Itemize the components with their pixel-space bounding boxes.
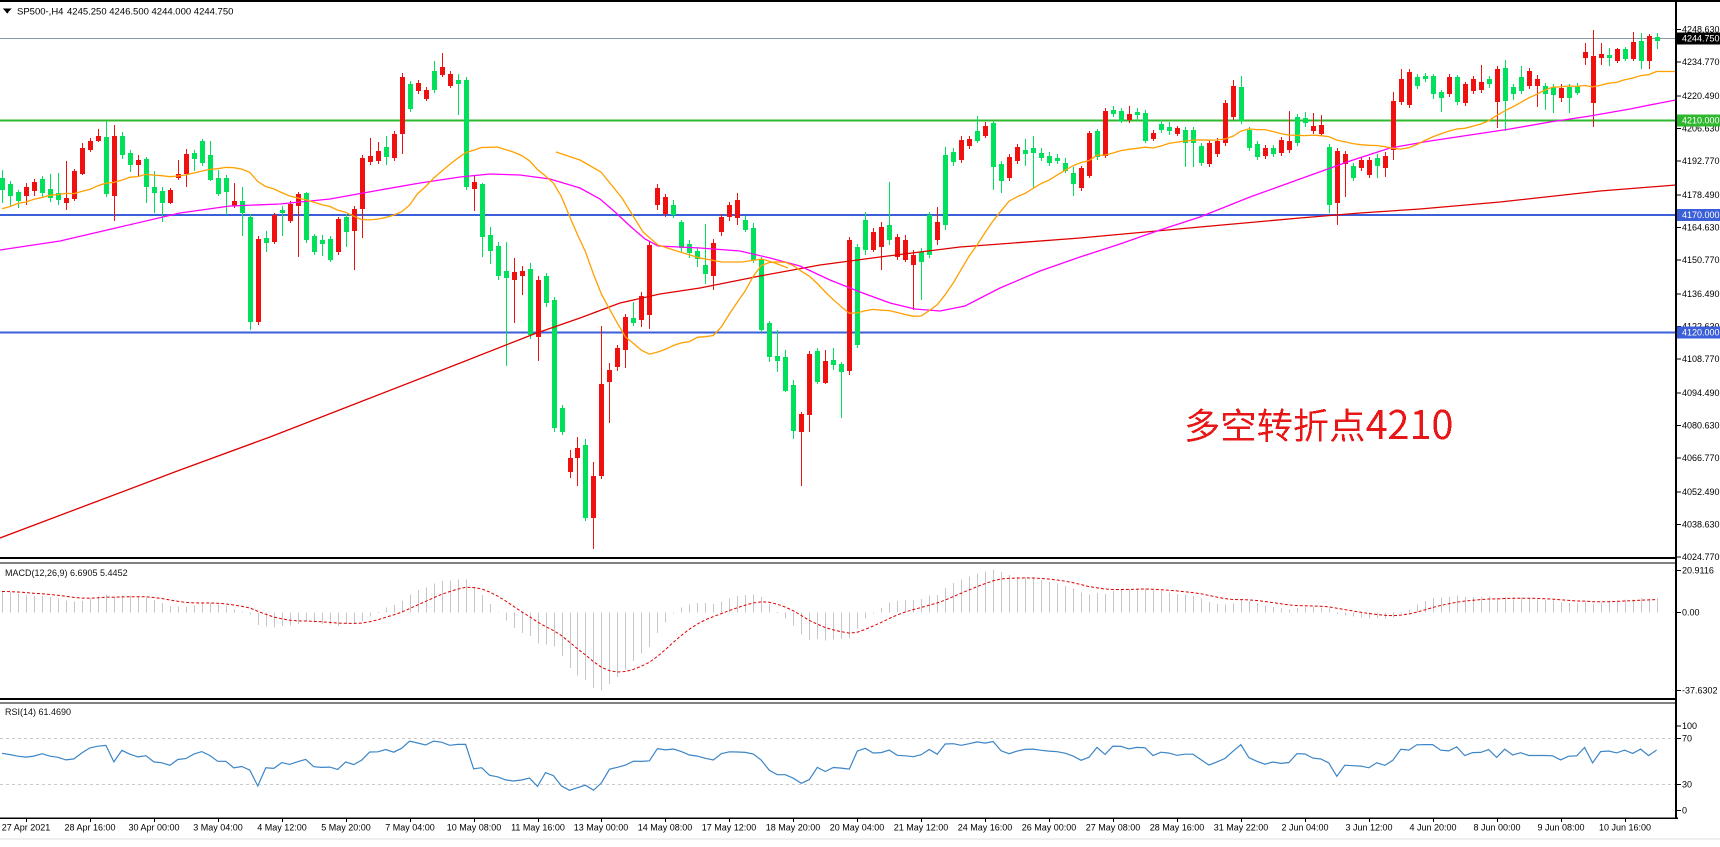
svg-text:4120.000: 4120.000 — [1682, 328, 1720, 338]
svg-text:-37.6302: -37.6302 — [1682, 686, 1718, 696]
svg-text:14 May 08:00: 14 May 08:00 — [638, 823, 693, 833]
svg-text:31 May 22:00: 31 May 22:00 — [1214, 823, 1269, 833]
svg-text:27 Apr 2021: 27 Apr 2021 — [2, 823, 51, 833]
svg-text:18 May 20:00: 18 May 20:00 — [766, 823, 821, 833]
svg-text:4038.630: 4038.630 — [1682, 519, 1720, 529]
svg-text:24 May 16:00: 24 May 16:00 — [958, 823, 1013, 833]
svg-text:0: 0 — [1682, 806, 1687, 816]
svg-text:4052.490: 4052.490 — [1682, 487, 1720, 497]
svg-text:100: 100 — [1682, 721, 1697, 731]
svg-text:21 May 12:00: 21 May 12:00 — [894, 823, 949, 833]
svg-text:70: 70 — [1682, 734, 1692, 744]
svg-text:0.00: 0.00 — [1682, 608, 1700, 618]
svg-text:3 May 04:00: 3 May 04:00 — [193, 823, 243, 833]
svg-text:20.9116: 20.9116 — [1682, 565, 1714, 575]
svg-text:4 Jun 20:00: 4 Jun 20:00 — [1409, 823, 1456, 833]
svg-text:4220.490: 4220.490 — [1682, 91, 1720, 101]
svg-text:4150.770: 4150.770 — [1682, 255, 1720, 265]
svg-text:SP500-,H4: SP500-,H4 — [17, 7, 63, 18]
svg-text:4080.630: 4080.630 — [1682, 420, 1720, 430]
svg-text:9 Jun 08:00: 9 Jun 08:00 — [1537, 823, 1584, 833]
svg-text:26 May 00:00: 26 May 00:00 — [1022, 823, 1077, 833]
svg-text:MACD(12,26,9) 6.6905 5.4452: MACD(12,26,9) 6.6905 5.4452 — [5, 568, 128, 578]
svg-text:4 May 12:00: 4 May 12:00 — [257, 823, 307, 833]
svg-text:8 Jun 00:00: 8 Jun 00:00 — [1473, 823, 1520, 833]
svg-text:4094.490: 4094.490 — [1682, 388, 1720, 398]
svg-text:4178.490: 4178.490 — [1682, 190, 1720, 200]
svg-text:4192.770: 4192.770 — [1682, 156, 1720, 166]
svg-text:4244.750: 4244.750 — [1682, 34, 1720, 44]
svg-text:4206.630: 4206.630 — [1682, 124, 1720, 134]
svg-text:20 May 04:00: 20 May 04:00 — [830, 823, 885, 833]
svg-text:4024.770: 4024.770 — [1682, 552, 1720, 562]
svg-text:27 May 08:00: 27 May 08:00 — [1086, 823, 1141, 833]
svg-text:11 May 16:00: 11 May 16:00 — [511, 823, 565, 833]
svg-text:28 May 16:00: 28 May 16:00 — [1150, 823, 1205, 833]
svg-text:4234.770: 4234.770 — [1682, 57, 1720, 67]
svg-text:30 Apr 00:00: 30 Apr 00:00 — [128, 823, 179, 833]
svg-text:4210.000: 4210.000 — [1682, 116, 1720, 126]
svg-text:4164.630: 4164.630 — [1682, 223, 1720, 233]
svg-text:4066.770: 4066.770 — [1682, 453, 1720, 463]
svg-text:3 Jun 12:00: 3 Jun 12:00 — [1345, 823, 1392, 833]
svg-text:4122.630: 4122.630 — [1682, 322, 1720, 332]
svg-text:4136.490: 4136.490 — [1682, 289, 1720, 299]
svg-text:17 May 12:00: 17 May 12:00 — [702, 823, 757, 833]
svg-text:4245.250 4246.500 4244.000 424: 4245.250 4246.500 4244.000 4244.750 — [67, 7, 233, 18]
svg-text:4108.770: 4108.770 — [1682, 354, 1720, 364]
svg-text:7 May 04:00: 7 May 04:00 — [385, 823, 435, 833]
svg-text:2 Jun 04:00: 2 Jun 04:00 — [1281, 823, 1328, 833]
svg-text:30: 30 — [1682, 780, 1692, 790]
svg-text:4248.630: 4248.630 — [1682, 25, 1720, 35]
svg-text:RSI(14) 61.4690: RSI(14) 61.4690 — [5, 707, 71, 717]
svg-text:28 Apr 16:00: 28 Apr 16:00 — [64, 823, 115, 833]
svg-text:4170.000: 4170.000 — [1682, 210, 1720, 220]
svg-text:13 May 00:00: 13 May 00:00 — [574, 823, 629, 833]
svg-text:5 May 20:00: 5 May 20:00 — [321, 823, 371, 833]
svg-text:10 May 08:00: 10 May 08:00 — [447, 823, 502, 833]
svg-text:10 Jun 16:00: 10 Jun 16:00 — [1599, 823, 1651, 833]
